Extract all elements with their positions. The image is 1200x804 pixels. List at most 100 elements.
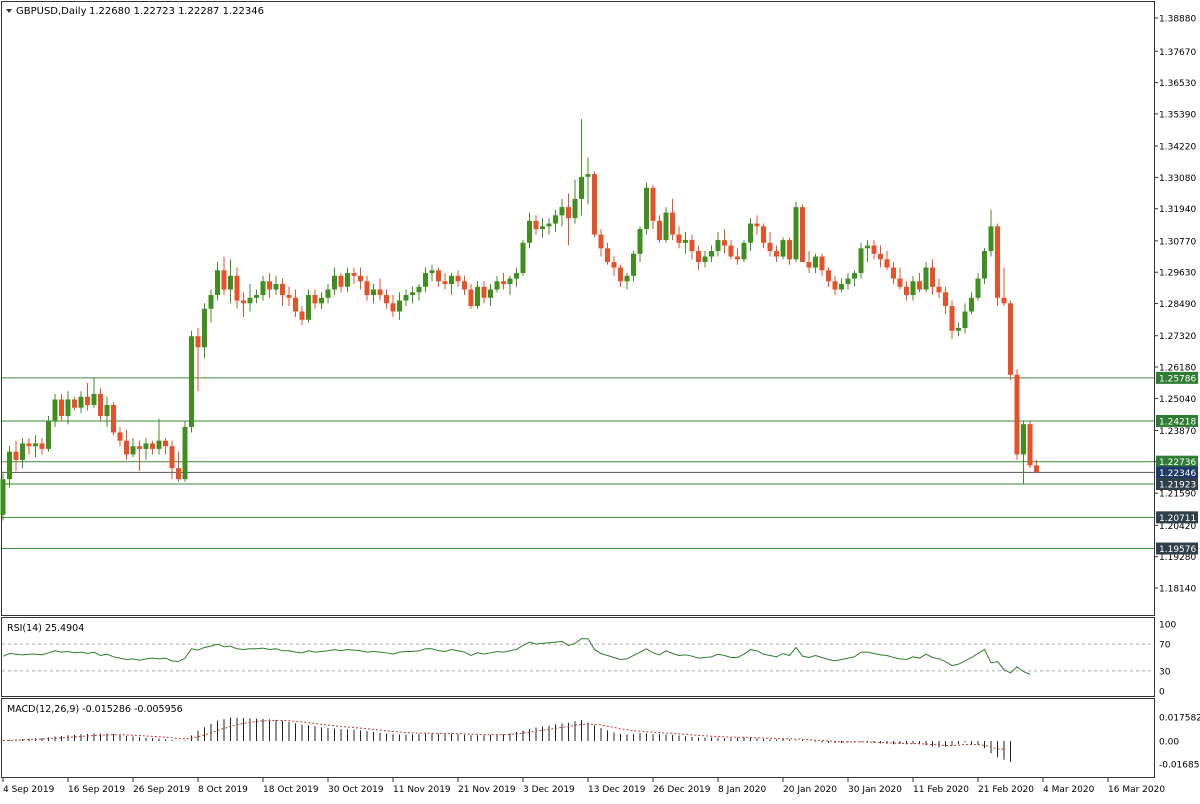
candle (995, 223, 1000, 307)
candle (390, 295, 396, 318)
candle (20, 437, 25, 469)
candle-body (384, 295, 389, 304)
candle (410, 286, 415, 304)
candle-body (390, 303, 396, 312)
candle-body (969, 297, 974, 312)
candle-body (546, 223, 552, 227)
candle (468, 284, 474, 309)
candle-body (644, 187, 649, 230)
candle-body (507, 278, 513, 285)
candle (930, 259, 935, 296)
date-tick-label: 20 Jan 2020 (783, 785, 837, 795)
candle-body (579, 176, 584, 199)
candle (72, 396, 77, 411)
candle-body (774, 251, 779, 257)
candle-body (715, 240, 721, 252)
y-axis: 1.38880 1.37670 1.36530 1.35390 1.34220 1.330… (1154, 15, 1200, 771)
price-tick-label: 1.26180 (1159, 364, 1196, 374)
candle-body (1001, 297, 1007, 304)
candle-body (696, 251, 701, 263)
candle-body (559, 207, 565, 216)
candle (969, 292, 974, 315)
date-tick-label: 16 Mar 2020 (1108, 785, 1165, 795)
rsi-tick-label: 30 (1159, 667, 1171, 677)
candle (800, 204, 805, 263)
price-tick-label: 1.35390 (1159, 110, 1196, 120)
candle-body (364, 281, 370, 296)
candle (332, 267, 337, 296)
candle (910, 275, 916, 301)
candle-body (163, 440, 168, 447)
date-tick-label: 26 Sep 2019 (133, 785, 190, 795)
date-tick-label: 11 Feb 2020 (913, 785, 969, 795)
candle-body (871, 245, 877, 254)
candle (306, 289, 311, 323)
candle-body (839, 284, 844, 290)
candle (494, 275, 500, 293)
candle-body (143, 443, 149, 449)
candle-body (351, 273, 357, 276)
candle (436, 267, 441, 287)
price-tick-label: 1.18140 (1159, 585, 1196, 595)
price-tick-label: 1.25040 (1159, 395, 1196, 405)
price-tick-label: 1.33080 (1159, 174, 1196, 184)
level-tag (1156, 371, 1198, 384)
candle-body (930, 267, 935, 287)
candle-body (819, 256, 825, 271)
candle-body (397, 300, 402, 312)
candle (546, 218, 552, 235)
candle-body (650, 187, 656, 221)
candle-body (663, 212, 669, 241)
candle-body (247, 297, 253, 304)
candle (943, 286, 948, 315)
candle-body (631, 253, 636, 276)
candle (975, 273, 981, 301)
candle (403, 289, 409, 307)
level-tag-label: 1.24218 (1159, 417, 1196, 427)
candle (819, 253, 825, 276)
candle-body (891, 267, 896, 279)
candle-body (208, 295, 214, 309)
candle (0, 473, 6, 521)
candle-body (429, 270, 435, 274)
candle (722, 229, 727, 254)
candle-body (527, 220, 532, 243)
candle (741, 240, 747, 263)
candle-body (85, 396, 90, 405)
level-tag (1156, 511, 1198, 524)
candle (143, 437, 149, 460)
date-tick-label: 30 Oct 2019 (328, 785, 384, 795)
candle (826, 267, 831, 287)
candle-body (293, 297, 298, 312)
rsi-tick-label: 100 (1159, 621, 1176, 631)
candle-body (410, 292, 415, 296)
candle (221, 256, 227, 296)
date-tick-label: 4 Sep 2019 (3, 785, 55, 795)
candle-body (592, 174, 597, 235)
candle-body (858, 248, 864, 274)
candle (657, 215, 662, 243)
candle-body (566, 207, 571, 219)
candle (962, 303, 968, 334)
candle-body (39, 443, 45, 449)
candle-body (20, 443, 25, 460)
candle-body (878, 253, 883, 260)
candle (585, 157, 591, 205)
candle (748, 218, 753, 252)
candle-body (618, 267, 623, 282)
candle-body (221, 270, 227, 290)
macd-title: MACD(12,26,9) -0.015286 -0.005956 (7, 704, 183, 715)
candle (761, 223, 766, 249)
date-tick-label: 8 Oct 2019 (198, 785, 248, 795)
candle-body (923, 267, 929, 290)
candle-body (117, 432, 123, 441)
dropdown-triangle-icon[interactable] (6, 9, 12, 13)
candle-body (319, 297, 324, 304)
candle (832, 275, 838, 296)
date-tick-label: 21 Feb 2020 (978, 785, 1034, 795)
candle-body (111, 404, 116, 433)
candle-body (670, 212, 675, 235)
price-tick-label: 1.23870 (1159, 427, 1196, 437)
candle (780, 237, 786, 260)
candle (559, 198, 565, 227)
